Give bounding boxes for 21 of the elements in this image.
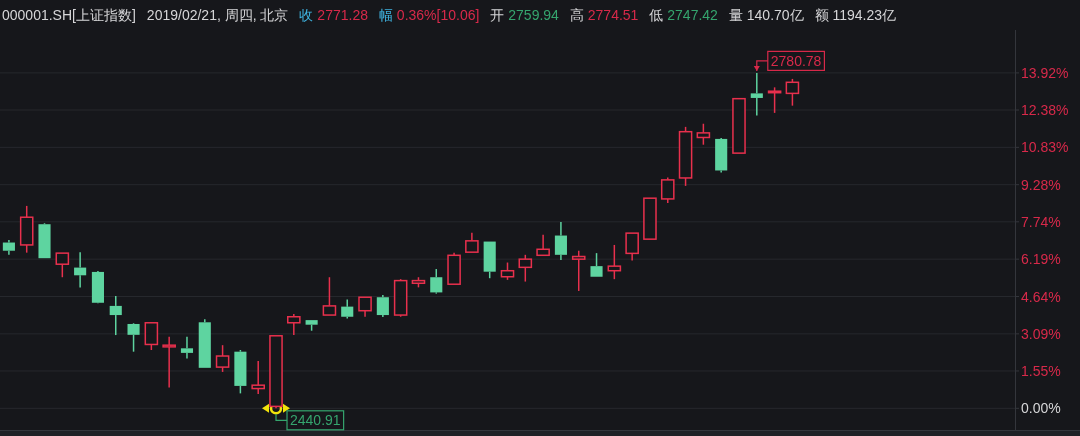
y-tick-label: 4.64% xyxy=(1021,288,1061,305)
title: 000001.SH[上证指数] xyxy=(2,7,136,23)
annotation: 2780.78 xyxy=(770,52,822,69)
annotation: 幅 0.36%[10.06] xyxy=(379,7,480,23)
y-tick-label: 0.00% xyxy=(1021,400,1061,417)
y-tick-label: 7.74% xyxy=(1021,213,1061,230)
y-tick-label: 9.28% xyxy=(1021,176,1061,193)
annotation: 量 140.70亿 xyxy=(728,7,804,23)
y-tick-label: 1.55% xyxy=(1021,362,1061,379)
annotation: 额 1194.23亿 xyxy=(814,7,897,23)
annotation: 低 2747.42 xyxy=(649,7,718,23)
subtitle: 2019/02/21, 周四, 北京 xyxy=(146,7,289,23)
y-tick-label: 3.09% xyxy=(1021,325,1061,342)
y-tick-label: 6.19% xyxy=(1021,251,1061,268)
y-tick-label: 10.83% xyxy=(1021,139,1069,156)
annotation: 2440.91 xyxy=(290,412,341,429)
y-tick-label: 13.92% xyxy=(1021,64,1069,81)
y-tick-label: 12.38% xyxy=(1021,102,1069,118)
annotation: 开 2759.94 xyxy=(490,7,559,23)
annotation: 高 2774.51 xyxy=(569,7,639,23)
annotation: 收 2771.28 xyxy=(299,7,368,23)
